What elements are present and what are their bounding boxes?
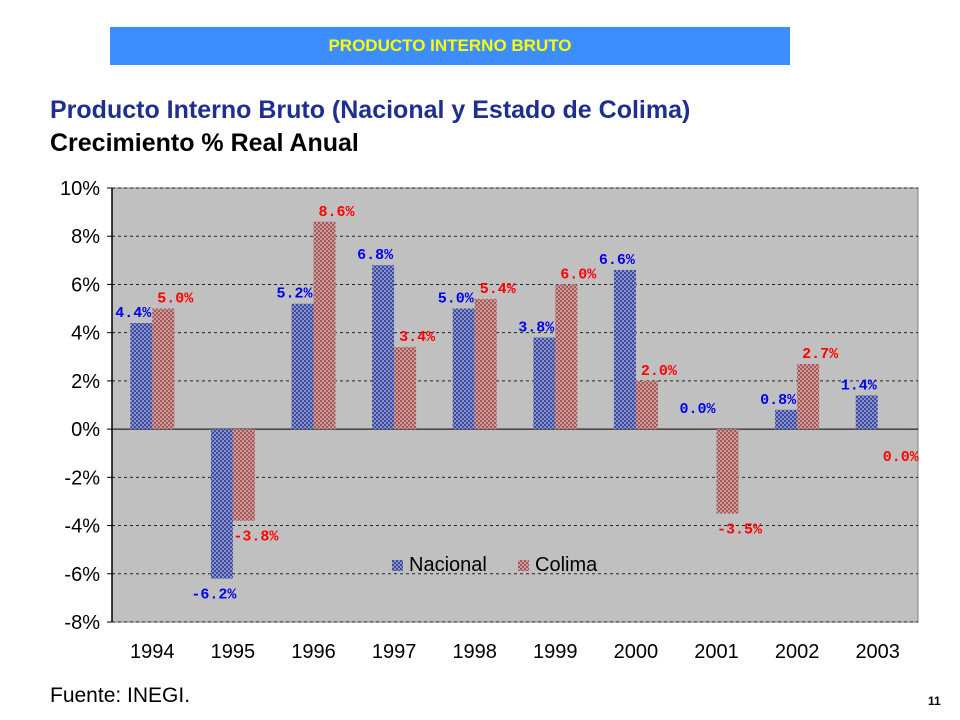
bar-nacional — [130, 323, 153, 430]
data-label-colima: 5.0% — [157, 291, 194, 308]
data-label-nacional: 1.4% — [841, 377, 878, 394]
source-note: Fuente: INEGI. — [50, 684, 191, 707]
x-tick-label: 2000 — [614, 641, 659, 663]
data-label-nacional: -6.2% — [191, 587, 237, 604]
page-number: 11 — [928, 694, 941, 708]
y-tick-label: 6% — [71, 274, 100, 296]
bar-nacional — [613, 269, 636, 430]
x-tick-label: 1994 — [130, 641, 175, 663]
data-label-colima: 6.0% — [560, 266, 597, 283]
chart-title-line2: Crecimiento % Real Anual — [50, 129, 359, 157]
bar-colima — [474, 298, 497, 430]
y-tick-label: -2% — [64, 467, 100, 489]
legend-swatch-nacional — [392, 560, 403, 571]
bar-colima — [232, 429, 255, 521]
x-tick-label: 2001 — [694, 641, 739, 663]
x-tick-label: 1996 — [291, 641, 336, 663]
bar-nacional — [291, 303, 314, 430]
y-tick-label: -6% — [64, 564, 100, 586]
bar-nacional — [533, 337, 556, 430]
data-label-nacional: 5.0% — [438, 291, 475, 308]
x-tick-label: 1995 — [211, 641, 256, 663]
y-tick-label: 2% — [71, 371, 100, 393]
data-label-nacional: 6.8% — [357, 247, 394, 264]
plot-area — [111, 187, 919, 623]
data-label-colima: -3.5% — [717, 522, 763, 539]
bar-colima — [635, 380, 658, 430]
chart-title-line1: Producto Interno Bruto (Nacional y Estad… — [50, 96, 691, 124]
page-banner: PRODUCTO INTERNO BRUTO — [110, 27, 790, 65]
legend-label-nacional: Nacional — [409, 554, 487, 576]
bar-nacional — [855, 395, 878, 430]
data-label-nacional: 0.0% — [679, 401, 716, 418]
y-tick-label: 0% — [71, 419, 100, 441]
data-label-colima: 2.7% — [802, 346, 839, 363]
y-tick-label: -8% — [64, 612, 100, 634]
chart-title: Producto Interno Bruto (Nacional y Estad… — [50, 94, 690, 160]
y-tick-label: 10% — [60, 178, 100, 200]
bar-colima — [394, 347, 417, 430]
data-label-nacional: 6.6% — [599, 252, 636, 269]
bar-colima — [313, 221, 336, 430]
bar-nacional — [210, 429, 233, 579]
x-tick-label: 1999 — [533, 641, 578, 663]
data-label-colima: 8.6% — [318, 204, 355, 221]
y-tick-label: 8% — [71, 226, 100, 248]
x-tick-label: 1997 — [372, 641, 417, 663]
data-label-nacional: 5.2% — [276, 286, 313, 303]
legend-swatch-colima — [518, 560, 529, 571]
x-tick-label: 2002 — [775, 641, 820, 663]
bar-colima — [797, 364, 820, 430]
data-label-nacional: 0.8% — [760, 392, 797, 409]
bar-colima — [716, 429, 739, 514]
data-label-colima: 3.4% — [399, 329, 436, 346]
bar-nacional — [775, 409, 798, 430]
data-label-colima: -3.8% — [233, 529, 279, 546]
legend-label-colima: Colima — [535, 554, 598, 576]
data-label-colima: 0.0% — [883, 449, 920, 466]
y-tick-label: -4% — [64, 516, 100, 538]
bar-colima — [555, 284, 578, 430]
data-label-nacional: 4.4% — [115, 305, 152, 322]
bar-nacional — [372, 265, 395, 430]
x-tick-label: 2003 — [855, 641, 900, 663]
data-label-colima: 5.4% — [480, 281, 517, 298]
bar-colima — [152, 308, 175, 430]
data-label-nacional: 3.8% — [518, 319, 555, 336]
y-tick-label: 4% — [71, 323, 100, 345]
bar-nacional — [452, 308, 475, 430]
data-label-colima: 2.0% — [641, 363, 678, 380]
x-tick-label: 1998 — [452, 641, 497, 663]
